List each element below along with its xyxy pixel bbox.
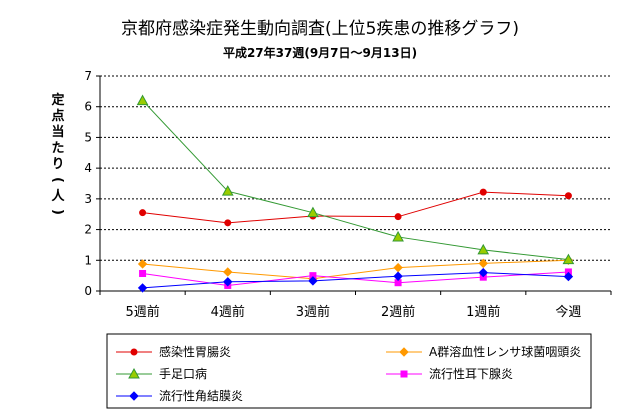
data-point [478,267,488,278]
y-axis-label-char: 定 [50,92,64,108]
chart-title: 京都府感染症発生動向調査(上位5疾患の推移グラフ) [121,19,519,39]
y-tick-label: 5 [84,130,92,144]
data-point [563,271,574,282]
y-tick-label: 2 [84,223,92,237]
legend-box [106,333,592,409]
y-axis-label-char: り [51,157,64,172]
legend-label: 感染性胃腸炎 [159,344,231,359]
legend-marker [130,348,138,356]
legend-marker [400,370,408,378]
data-point [479,188,487,196]
data-point [307,206,319,218]
series-3 [136,94,575,265]
legend-label: 流行性角結膜炎 [159,389,243,403]
legend-marker [128,367,140,379]
legend-label: 流行性耳下腺炎 [429,367,513,381]
series-1 [139,188,572,227]
legend-label: 手足口病 [159,366,207,381]
data-point [224,219,232,227]
data-point [393,271,403,281]
y-axis-label-char: 当 [51,124,64,140]
legend-marker [129,391,139,401]
x-tick-label: 1週前 [466,304,500,320]
x-tick-label: 2週前 [381,304,415,320]
legend-label: A群溶血性レンサ球菌咽頭炎 [429,344,581,359]
y-tick-label: 1 [84,253,92,267]
data-point [137,259,148,269]
x-tick-label: 5週前 [125,304,159,320]
data-point [223,277,233,287]
y-tick-label: 0 [84,284,92,298]
data-point [221,185,234,196]
data-point [136,94,149,106]
data-point [392,230,404,242]
legend-marker [399,347,409,357]
y-tick-label: 6 [84,100,92,114]
chart-subtitle: 平成27年37週(9月7日～9月13日) [223,45,417,60]
data-point [139,209,147,217]
x-tick-label: 4週前 [211,304,245,320]
y-axis-label-char: た [51,141,64,156]
legend-item-5: 流行性角結膜炎 [116,389,243,403]
x-tick-label: 3週前 [296,304,330,320]
y-tick-label: 3 [84,192,92,206]
data-point [477,243,490,255]
y-axis-label-char: ) [50,209,65,215]
data-point [393,262,403,273]
y-axis-label-char: ( [50,177,65,183]
plot-area: 0 1 2 3 4 5 6 7 5週前 4週前 3週前 2週前 1週前 今週 [84,69,612,320]
data-point [564,192,572,200]
data-point [478,258,488,269]
series-line [142,100,569,261]
series-line [142,259,569,280]
y-tick-label: 4 [84,161,92,175]
data-point [394,213,402,221]
data-point [223,267,233,277]
data-point [139,269,147,277]
legend-item-2: A群溶血性レンサ球菌咽頭炎 [386,344,581,359]
series-line [142,272,569,289]
y-tick-label: 7 [84,69,92,83]
y-axis-label-char: 人 [51,188,65,204]
series-line [142,271,569,286]
data-point [562,253,575,265]
legend-item-4: 流行性耳下腺炎 [386,367,513,381]
legend-item-1: 感染性胃腸炎 [116,344,231,359]
legend-item-3: 手足口病 [116,366,207,381]
data-point [308,276,318,286]
series-line [142,191,569,224]
data-point [137,283,148,293]
series-5 [137,267,574,293]
y-axis-label-char: 点 [51,108,64,124]
x-tick-label: 今週 [555,304,581,320]
